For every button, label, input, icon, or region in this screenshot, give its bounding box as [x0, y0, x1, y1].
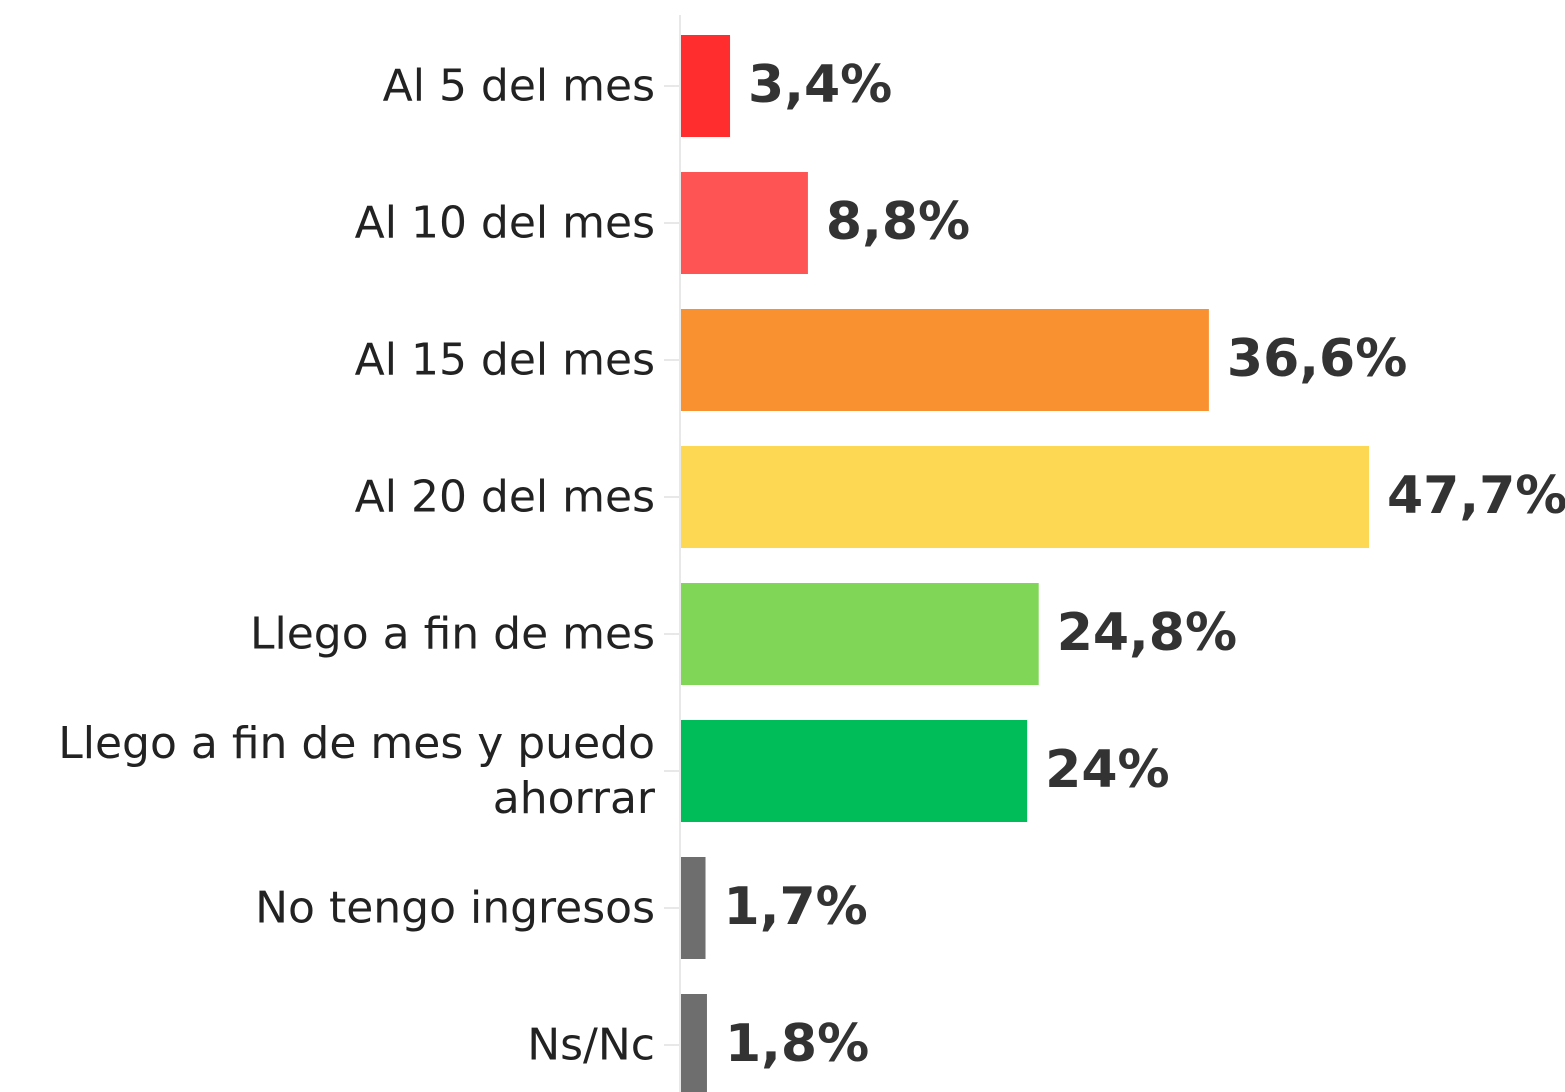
bar: [681, 309, 1209, 411]
category-label: Al 20 del mes: [354, 471, 655, 523]
category-label: Al 5 del mes: [382, 60, 655, 112]
category-label: Llego a fin de mes y puedo ahorrar: [58, 718, 655, 824]
value-label: 36,6%: [1227, 329, 1407, 389]
bar: [681, 720, 1028, 822]
value-label: 8,8%: [826, 192, 970, 252]
bar: [681, 35, 731, 137]
bar: [681, 583, 1039, 685]
value-label: 1,7%: [724, 877, 868, 937]
bar: [681, 446, 1369, 548]
category-label: No tengo ingresos: [255, 882, 655, 934]
value-label: 47,7%: [1387, 466, 1565, 526]
category-label: Llego a fin de mes: [249, 608, 655, 660]
value-label: 3,4%: [748, 55, 892, 115]
bar: [681, 857, 706, 959]
category-label: Al 10 del mes: [354, 197, 655, 249]
value-label: 24,8%: [1057, 603, 1237, 663]
category-label: Al 15 del mes: [354, 334, 655, 386]
category-label: Ns/Nc: [527, 1019, 655, 1071]
value-label: 24%: [1045, 740, 1169, 800]
bar: [681, 172, 808, 274]
value-label: 1,8%: [725, 1014, 869, 1074]
bar: [681, 994, 707, 1092]
